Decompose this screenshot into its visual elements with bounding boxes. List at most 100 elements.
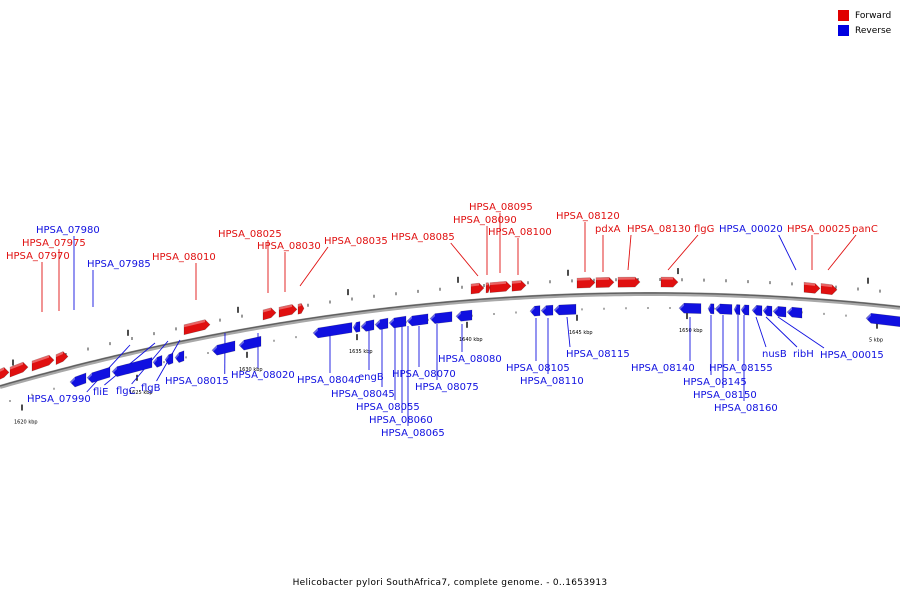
reverse-gene-arrow-8 — [312, 322, 353, 339]
gene-arrow-body — [278, 304, 298, 318]
gene-arrow-highlight — [0, 367, 4, 372]
gene-label-hpsa-08075: HPSA_08075 — [415, 382, 479, 393]
gene-arrow-body — [352, 321, 361, 333]
legend-item-reverse: Reverse — [838, 23, 891, 38]
leader-line — [755, 316, 767, 348]
gene-arrow-body — [238, 335, 262, 351]
gene-label-hpsa-08090: HPSA_08090 — [453, 215, 517, 226]
gene-arrow-highlight — [715, 303, 720, 312]
reverse-gene-arrow-13 — [406, 313, 429, 327]
reverse-gene-arrow-25 — [762, 305, 773, 317]
forward-gene-arrow-1 — [9, 361, 29, 378]
reverse-gene-arrow-10 — [360, 319, 375, 332]
gene-label-hpsa-08070: HPSA_08070 — [392, 369, 456, 380]
gene-arrow-highlight — [313, 327, 318, 336]
reverse-gene-arrow-23 — [740, 304, 750, 316]
gene-label-hpsa-08095: HPSA_08095 — [469, 202, 533, 213]
gene-arrow-body — [164, 352, 174, 366]
gene-arrow-body — [455, 309, 473, 322]
forward-swatch — [838, 10, 849, 21]
reverse-gene-arrow-5 — [174, 350, 185, 363]
gene-label-engb: engB — [358, 372, 384, 383]
gene-arrow-highlight — [554, 305, 559, 313]
reverse-swatch — [838, 25, 849, 36]
gene-arrow-highlight — [661, 277, 673, 280]
gene-arrow-highlight — [679, 303, 684, 311]
reverse-gene-arrow-17 — [540, 304, 554, 316]
reverse-gene-arrow-22 — [733, 304, 741, 316]
leader-line — [777, 316, 825, 349]
reverse-gene-arrow-11 — [374, 317, 389, 330]
gene-arrow-body — [820, 283, 838, 296]
gene-label-hpsa-08010: HPSA_08010 — [152, 252, 216, 263]
leader-line — [827, 234, 857, 271]
tick-label: 1640 kbp — [459, 337, 483, 343]
legend: Forward Reverse — [838, 8, 891, 38]
gene-label-flie: fliE — [93, 387, 108, 398]
forward-gene-arrow-16 — [803, 281, 821, 294]
reverse-gene-arrow-2 — [111, 357, 153, 378]
gene-arrow-body — [617, 276, 641, 288]
reverse-gene-arrow-7 — [238, 335, 262, 351]
gene-arrow-body — [511, 280, 527, 292]
leader-line — [450, 242, 479, 277]
gene-arrow-body — [786, 306, 803, 319]
reverse-gene-arrow-20 — [707, 303, 715, 315]
gene-arrow-highlight — [486, 282, 489, 286]
gene-arrow-highlight — [239, 340, 244, 348]
gene-arrow-highlight — [456, 311, 461, 319]
gene-arrow-body — [485, 282, 491, 294]
gene-arrow-highlight — [866, 313, 871, 321]
gene-arrow-body — [183, 319, 211, 336]
gene-arrow-body — [529, 305, 541, 317]
gene-arrow-body — [553, 303, 577, 316]
gene-arrow-highlight — [471, 283, 479, 287]
gene-arrow-highlight — [734, 304, 737, 313]
leader-line — [778, 234, 797, 271]
gene-label-hpsa-08155: HPSA_08155 — [709, 363, 773, 374]
gene-arrow-highlight — [10, 362, 23, 370]
gene-label-hpsa-07975: HPSA_07975 — [22, 238, 86, 249]
reverse-gene-arrow-14 — [429, 311, 453, 324]
gene-arrow-body — [152, 354, 163, 368]
forward-gene-arrow-4 — [183, 319, 211, 336]
reverse-gene-arrow-26 — [772, 306, 787, 318]
gene-label-hpsa-08040: HPSA_08040 — [297, 375, 361, 386]
gene-arrow-body — [660, 276, 679, 288]
gene-label-hpsa-08065: HPSA_08065 — [381, 428, 445, 439]
backbone-line — [0, 292, 900, 387]
gene-arrow-highlight — [279, 304, 292, 310]
gene-arrow-body — [576, 277, 596, 289]
reverse-gene-arrow-28 — [865, 312, 900, 328]
gene-arrow-highlight — [804, 282, 815, 286]
gene-arrow-highlight — [577, 277, 590, 281]
gene-arrow-highlight — [763, 305, 768, 314]
gene-label-hpsa-08060: HPSA_08060 — [369, 415, 433, 426]
gene-arrow-highlight — [175, 352, 180, 361]
forward-gene-arrow-11 — [511, 280, 527, 292]
gene-arrow-body — [733, 304, 741, 316]
gene-label-pdxa: pdxA — [595, 224, 621, 235]
gene-arrow-highlight — [32, 355, 49, 364]
gene-arrow-body — [262, 307, 277, 321]
gene-arrow-highlight — [407, 315, 412, 324]
gene-arrow-body — [9, 361, 29, 378]
gene-label-hpsa-08035: HPSA_08035 — [324, 236, 388, 247]
gene-label-hpsa-08025: HPSA_08025 — [218, 229, 282, 240]
reverse-gene-arrow-0 — [69, 372, 87, 388]
gene-label-flgg: flgG — [694, 224, 714, 235]
forward-gene-arrow-10 — [489, 280, 512, 293]
gene-arrow-body — [297, 302, 305, 315]
reverse-gene-arrow-4 — [164, 352, 174, 366]
gene-arrow-body — [489, 280, 512, 293]
gene-label-panc: panC — [852, 224, 878, 235]
gene-arrow-highlight — [212, 345, 217, 353]
gene-arrow-highlight — [618, 277, 635, 280]
leader-line — [299, 246, 329, 287]
gene-label-hpsa-08045: HPSA_08045 — [331, 389, 395, 400]
gene-arrow-body — [174, 350, 185, 363]
reverse-gene-arrow-18 — [553, 303, 577, 316]
gene-arrow-highlight — [165, 354, 169, 363]
forward-gene-arrow-2 — [31, 354, 55, 372]
